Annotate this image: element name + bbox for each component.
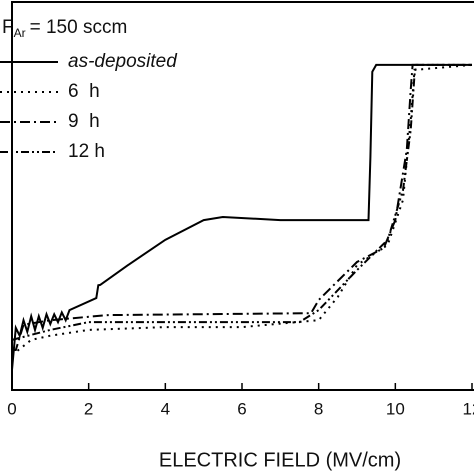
x-tick-label: 4: [161, 399, 170, 418]
annotation-rest: = 150 sccm: [30, 17, 128, 38]
legend-label: 12 h: [68, 141, 105, 162]
x-tick-label: 2: [84, 399, 93, 418]
plot-frame: [11, 1, 474, 391]
x-tick-label: 0: [7, 399, 16, 418]
annotation-main: F: [2, 17, 14, 38]
x-tick-label: 8: [314, 399, 323, 418]
x-axis-label: ELECTRIC FIELD (MV/cm): [159, 449, 401, 471]
x-tick-label: 6: [237, 399, 246, 418]
legend-label: 6 h: [68, 81, 100, 102]
legend-label: as-deposited: [68, 51, 178, 72]
series-line: [11, 63, 473, 356]
legend-label: 9 h: [68, 111, 100, 132]
x-tick-label: 12: [463, 399, 474, 418]
series-line: [11, 63, 472, 370]
series-line: [12, 63, 472, 351]
x-tick-label: 10: [386, 399, 405, 418]
annotation-sub: Ar: [14, 26, 26, 40]
annotation: FAr = 150 sccm: [2, 17, 127, 40]
series-line: [11, 63, 472, 341]
